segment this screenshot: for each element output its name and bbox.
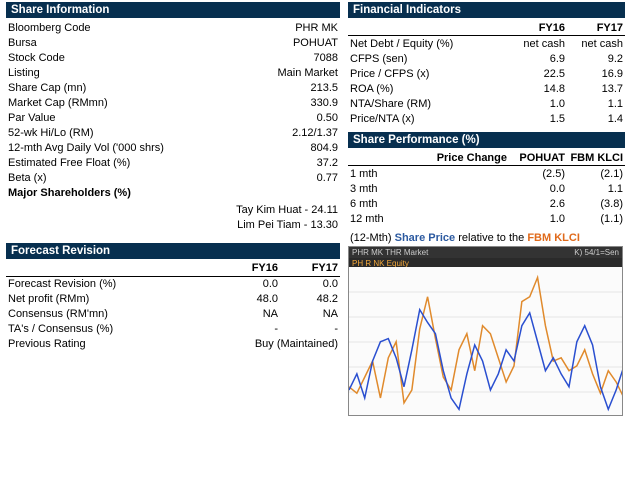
chart-area: PHR MK THR Market K) 54/1=Sen PH R NK Eq…: [348, 246, 623, 416]
si-value: 37.2: [207, 155, 340, 170]
sp-v2: (3.8): [567, 196, 625, 211]
chart-container: (12-Mth) Share Price relative to the FBM…: [348, 230, 625, 416]
fi-v2: net cash: [567, 36, 625, 52]
share-perf-header: Share Performance (%): [348, 132, 625, 148]
perf-col2: FBM KLCI: [567, 150, 625, 166]
si-value: POHUAT: [207, 35, 340, 50]
si-label: Bursa: [6, 35, 207, 50]
forecast-col1: FY16: [220, 261, 280, 277]
fi-v1: 22.5: [509, 66, 567, 81]
fi-v1: 6.9: [509, 51, 567, 66]
perf-col0: Price Change: [348, 150, 509, 166]
fc-v2: 0.0: [280, 276, 340, 292]
fi-label: CFPS (sen): [348, 51, 509, 66]
share-perf-table: Price Change POHUAT FBM KLCI 1 mth(2.5)(…: [348, 150, 625, 226]
fc-label: Net profit (RMm): [6, 292, 220, 307]
sp-label: 3 mth: [348, 181, 509, 196]
fc-v1: 48.0: [220, 292, 280, 307]
perf-col1: POHUAT: [509, 150, 567, 166]
si-label: Par Value: [6, 110, 207, 125]
share-info-table: Bloomberg CodePHR MKBursaPOHUATStock Cod…: [6, 20, 340, 233]
fc-v2: NA: [280, 307, 340, 322]
fc-label: TA's / Consensus (%): [6, 322, 220, 337]
fi-v2: 1.4: [567, 111, 625, 126]
chart-title: (12-Mth) Share Price relative to the FBM…: [348, 230, 625, 246]
si-label: 12-mth Avg Daily Vol ('000 shrs): [6, 140, 207, 155]
sp-label: 12 mth: [348, 211, 509, 226]
fi-label: Price / CFPS (x): [348, 66, 509, 81]
fi-label: Net Debt / Equity (%): [348, 36, 509, 52]
fin-ind-table: FY16 FY17 Net Debt / Equity (%)net cashn…: [348, 20, 625, 126]
si-value: PHR MK: [207, 20, 340, 35]
fi-v2: 13.7: [567, 81, 625, 96]
fc-v2: 48.2: [280, 292, 340, 307]
sp-v1: 0.0: [509, 181, 567, 196]
major-sh-label: Major Shareholders (%): [6, 185, 340, 200]
forecast-table: FY16 FY17 Forecast Revision (%)0.00.0Net…: [6, 261, 340, 352]
si-value: 0.50: [207, 110, 340, 125]
fi-v1: net cash: [509, 36, 567, 52]
fc-label: Previous Rating: [6, 337, 220, 352]
fi-v2: 9.2: [567, 51, 625, 66]
fi-v2: 1.1: [567, 96, 625, 111]
si-label: Market Cap (RMmn): [6, 95, 207, 110]
sp-v2: (1.1): [567, 211, 625, 226]
si-value: Main Market: [207, 65, 340, 80]
si-value: 804.9: [207, 140, 340, 155]
fin-ind-header: Financial Indicators: [348, 2, 625, 18]
share-info-header: Share Information: [6, 2, 340, 18]
sp-v1: (2.5): [509, 166, 567, 182]
sp-v1: 2.6: [509, 196, 567, 211]
sp-v2: 1.1: [567, 181, 625, 196]
fi-label: Price/NTA (x): [348, 111, 509, 126]
si-value: 213.5: [207, 80, 340, 95]
forecast-col2: FY17: [280, 261, 340, 277]
sp-v1: 1.0: [509, 211, 567, 226]
major-sh-1: Lim Pei Tiam - 13.30: [207, 218, 340, 233]
si-label: Share Cap (mn): [6, 80, 207, 95]
fin-col2: FY17: [567, 20, 625, 36]
fi-v2: 16.9: [567, 66, 625, 81]
fi-v1: 14.8: [509, 81, 567, 96]
si-label: Beta (x): [6, 170, 207, 185]
chart-title-main: Share Price: [395, 232, 456, 244]
forecast-header: Forecast Revision: [6, 243, 340, 259]
chart-terminal-top: PHR MK THR Market K) 54/1=Sen: [349, 247, 622, 258]
si-value: 0.77: [207, 170, 340, 185]
si-value: 7088: [207, 50, 340, 65]
fc-label: Consensus (RM'mn): [6, 307, 220, 322]
chart-top-left: PHR MK THR Market: [352, 248, 428, 257]
si-label: 52-wk Hi/Lo (RM): [6, 125, 207, 140]
si-label: Estimated Free Float (%): [6, 155, 207, 170]
fi-v1: 1.0: [509, 96, 567, 111]
fi-label: NTA/Share (RM): [348, 96, 509, 111]
fc-span: Buy (Maintained): [220, 337, 340, 352]
fi-v1: 1.5: [509, 111, 567, 126]
sp-v2: (2.1): [567, 166, 625, 182]
fi-label: ROA (%): [348, 81, 509, 96]
fc-v2: -: [280, 322, 340, 337]
fin-col1: FY16: [509, 20, 567, 36]
fc-label: Forecast Revision (%): [6, 276, 220, 292]
chart-title-index: FBM KLCI: [527, 232, 580, 244]
chart-svg: [349, 267, 623, 416]
chart-title-rel: relative to the: [455, 232, 527, 244]
sp-label: 6 mth: [348, 196, 509, 211]
si-label: Stock Code: [6, 50, 207, 65]
chart-title-prefix: (12-Mth): [350, 232, 395, 244]
fc-v1: NA: [220, 307, 280, 322]
major-sh-0: Tay Kim Huat - 24.11: [207, 200, 340, 218]
sp-label: 1 mth: [348, 166, 509, 182]
si-label: Listing: [6, 65, 207, 80]
si-value: 2.12/1.37: [207, 125, 340, 140]
si-label: Bloomberg Code: [6, 20, 207, 35]
fc-v1: 0.0: [220, 276, 280, 292]
chart-top-right: K) 54/1=Sen: [574, 248, 619, 257]
fc-v1: -: [220, 322, 280, 337]
si-value: 330.9: [207, 95, 340, 110]
